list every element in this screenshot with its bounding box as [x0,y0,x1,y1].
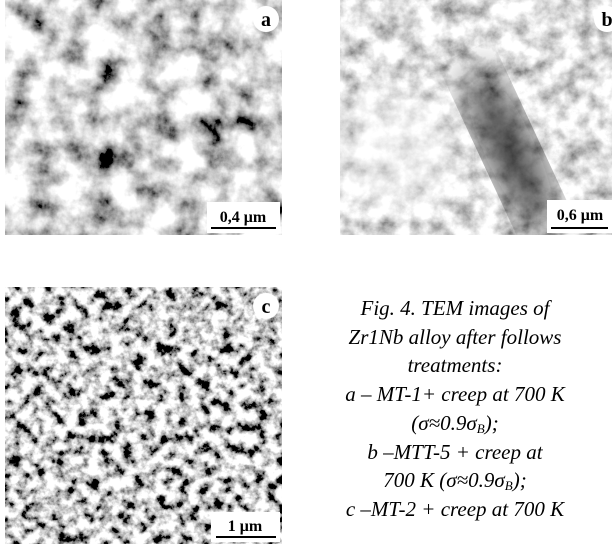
bright-region [320,90,460,210]
caption-line: Zr1Nb alloy after follows [300,323,610,352]
panel-b: b 0,6 μm [320,0,612,242]
caption-text: 700 K (σ≈0.9σ [383,468,505,492]
caption-text: (σ≈0.9σ [411,411,476,435]
caption-text: treatments: [408,353,503,377]
caption-line: c –MT-2 + creep at 700 K [300,495,610,524]
caption-text: Fig. 4. TEM images of [361,296,550,320]
page: a 0,4 μm b 0,6 μm c 1 μm Fig. 4. TEM ima… [0,0,612,544]
panel-a: a 0,4 μm [5,0,282,235]
caption-line: b –MTT-5 + creep at [300,438,610,467]
caption-text: c –MT-2 + creep at 700 K [346,497,564,521]
scale-text: 0,4 μm [220,209,267,226]
caption-text: Zr1Nb alloy after follows [349,325,562,349]
caption-line: (σ≈0.9σB); [300,409,610,438]
caption-line: treatments: [300,351,610,380]
tem-image [5,287,282,544]
caption-text: ); [485,411,499,435]
caption-text: b –MTT-5 + creep at [367,440,542,464]
caption-line: 700 K (σ≈0.9σB); [300,466,610,495]
panel-label: a [261,9,271,31]
caption-text: a – MT-1+ creep at 700 K [345,382,564,406]
subscript: B [477,421,485,436]
figure-caption: Fig. 4. TEM images of Zr1Nb alloy after … [300,294,610,524]
caption-line: Fig. 4. TEM images of [300,294,610,323]
panel-label: b [601,9,612,31]
caption-text: ); [513,468,527,492]
panel-label: c [262,296,271,318]
caption-line: a – MT-1+ creep at 700 K [300,380,610,409]
scale-text: 0,6 μm [557,207,604,224]
scale-text: 1 μm [228,518,263,535]
subscript: B [505,478,513,493]
panel-c: c 1 μm [5,287,282,544]
tem-image [5,0,282,235]
